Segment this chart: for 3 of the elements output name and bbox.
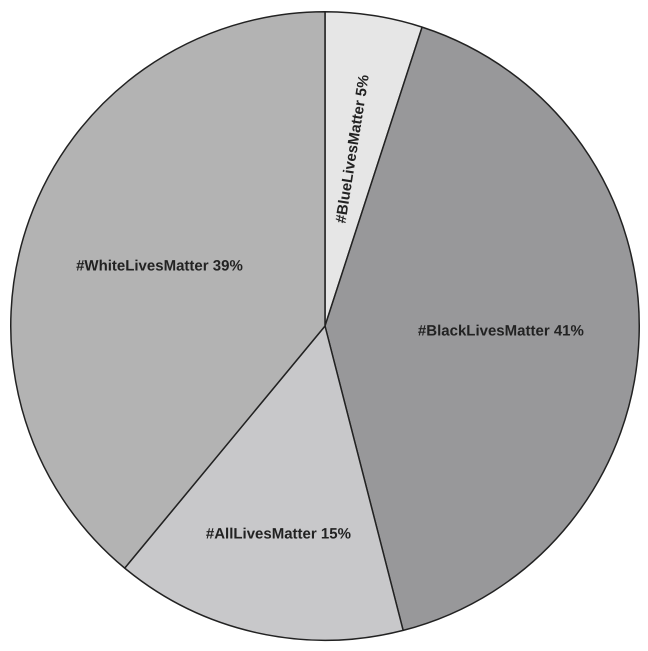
slice-label: #WhiteLivesMatter 39% <box>76 258 243 275</box>
slice-label: #AllLivesMatter 15% <box>206 526 351 543</box>
slice-label: #BlackLivesMatter 41% <box>418 322 584 340</box>
